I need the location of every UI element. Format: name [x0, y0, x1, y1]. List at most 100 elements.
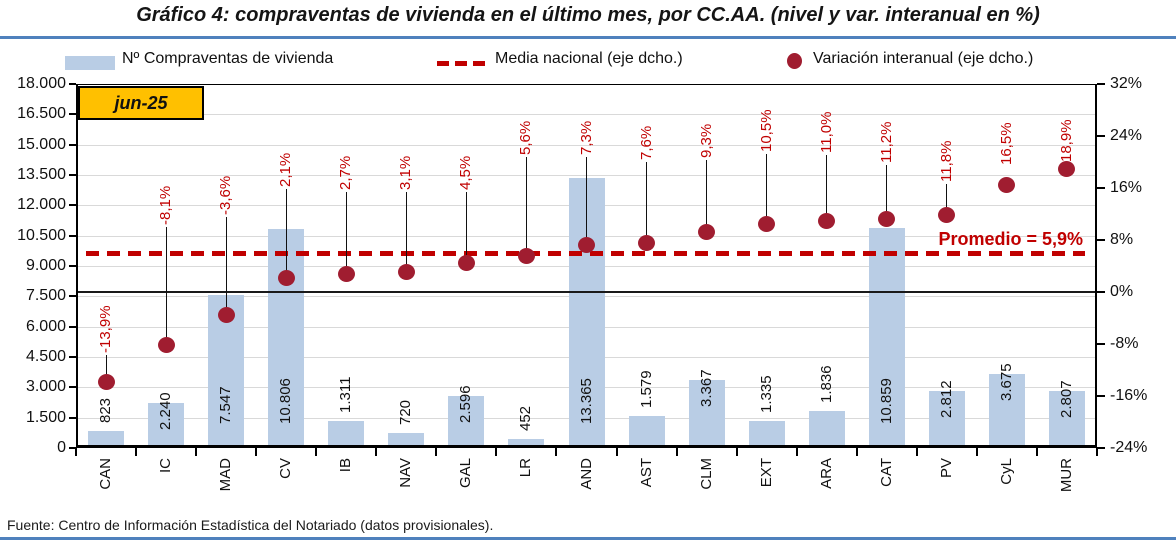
y-axis-left-label: 1.500 [25, 408, 66, 426]
bar [88, 431, 125, 448]
dot-leader-line [405, 192, 407, 266]
legend-bar-swatch-icon [65, 56, 115, 70]
axis-tick [615, 448, 618, 456]
bar [328, 421, 365, 448]
y-axis-right-label: -24% [1110, 439, 1148, 456]
dot-leader-line [225, 217, 227, 310]
dot-leader-line [285, 189, 287, 273]
period-badge: jun-25 [78, 86, 204, 120]
y-axis-left-label: 12.000 [17, 196, 66, 214]
dot-leader-line [766, 154, 768, 218]
axis-tick [555, 448, 558, 456]
axis-tick [315, 448, 318, 456]
dot-leader-line [465, 192, 467, 257]
bar [148, 402, 185, 448]
y-axis-left-label: 10.500 [17, 226, 66, 244]
y-axis-left-label: 7.500 [25, 287, 66, 305]
axis-tick [1097, 343, 1105, 345]
y-axis-left-label: 16.500 [17, 105, 66, 123]
x-axis-category-label: AND [577, 458, 595, 490]
y-axis-left-label: 15.000 [17, 135, 66, 153]
axis-tick [1097, 187, 1105, 189]
x-axis-category-label: IB [337, 458, 355, 473]
axis-tick [69, 447, 76, 449]
variation-dot [758, 215, 776, 232]
axis-tick [255, 448, 258, 456]
promedio-annotation: Promedio = 5,9% [938, 229, 1083, 249]
dot-leader-line [646, 162, 648, 237]
axis-tick [69, 386, 76, 389]
axis-tick [1097, 447, 1105, 449]
axis-tick [69, 295, 76, 298]
bar [688, 379, 725, 448]
variation-dot [578, 236, 595, 253]
y-axis-right-label: 24% [1110, 127, 1143, 144]
axis-tick [195, 448, 198, 456]
plot-border [76, 84, 1097, 448]
y-axis-right-label: 16% [1110, 179, 1143, 196]
dot-leader-line [165, 227, 167, 339]
variation-dot [337, 266, 355, 283]
dot-leader-line [826, 155, 828, 215]
bar [928, 391, 965, 448]
axis-tick [1097, 135, 1105, 137]
legend-dot-icon [787, 53, 802, 69]
gridline [77, 144, 1096, 146]
variation-dot [97, 374, 115, 391]
bar [1048, 391, 1085, 448]
zero-line [77, 291, 1096, 293]
bar [508, 438, 545, 448]
y-axis-left-label: 9.000 [25, 257, 66, 274]
bar [448, 395, 485, 448]
bar [988, 373, 1025, 448]
variation-dot [517, 247, 535, 264]
bar [868, 228, 905, 448]
y-axis-left-label: 0 [57, 439, 66, 456]
bar [628, 416, 665, 448]
y-axis-left-label: 3.000 [25, 378, 66, 396]
x-axis-category-label: PV [937, 458, 955, 479]
x-axis-category-label: EXT [757, 458, 775, 488]
x-axis-category-label: NAV [397, 458, 415, 488]
bar [388, 433, 425, 448]
dot-leader-line [586, 157, 587, 239]
legend-bar-label: Nº Compraventas de vivienda [122, 50, 334, 67]
y-axis-right-label: 32% [1110, 75, 1143, 92]
page-title: Gráfico 4: compraventas de vivienda en e… [136, 4, 1040, 26]
axis-tick [375, 448, 378, 456]
title-rule [0, 36, 1176, 39]
y-axis-left-label: 6.000 [25, 317, 66, 335]
axis-tick [69, 234, 76, 237]
axis-tick [675, 448, 678, 456]
dot-leader-line [886, 165, 888, 214]
legend-dashed-line-icon [437, 61, 485, 66]
y-axis-right-label: -16% [1110, 387, 1148, 404]
variation-dot [277, 270, 295, 287]
x-axis-category-label: CV [277, 458, 295, 479]
bar [748, 421, 785, 448]
legend-line-label: Media nacional (eje dcho.) [495, 50, 683, 67]
axis-tick [1096, 448, 1098, 456]
variation-dot [938, 207, 956, 224]
y-axis-left-label: 4.500 [25, 348, 66, 365]
bar [808, 410, 845, 448]
x-axis-category-label: GAL [457, 458, 475, 489]
axis-tick [915, 448, 918, 456]
x-axis-category-label: CAT [877, 458, 895, 487]
gridline [77, 114, 1096, 116]
axis-tick [975, 448, 978, 456]
axis-tick [69, 143, 76, 146]
dot-leader-line [345, 192, 347, 269]
axis-tick [1097, 239, 1105, 241]
axis-tick [69, 416, 76, 419]
variation-dot [397, 263, 415, 280]
x-axis-category-label: CyL [997, 458, 1015, 485]
axis-tick [75, 448, 77, 456]
axis-tick [795, 448, 798, 456]
axis-tick [69, 174, 76, 176]
axis-tick [435, 448, 438, 456]
source-note: Fuente: Centro de Información Estadístic… [7, 517, 494, 533]
variation-dot [698, 223, 716, 240]
dot-leader-line [946, 184, 948, 210]
